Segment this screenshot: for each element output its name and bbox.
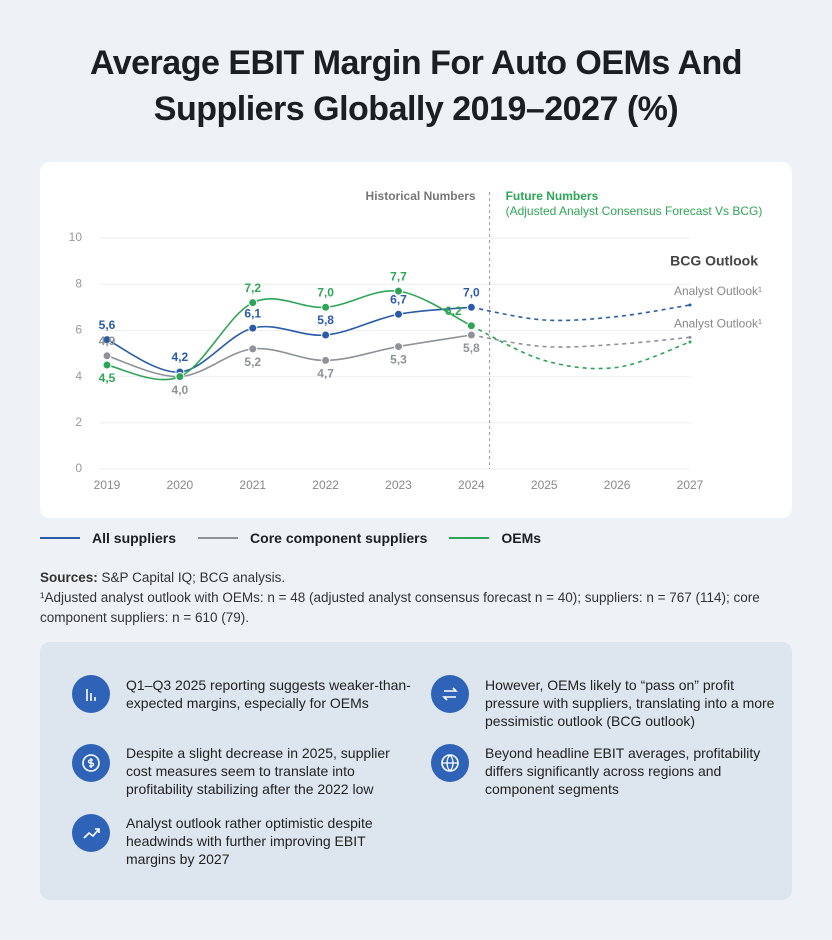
value-label: 5,2 [244,355,261,369]
legend-item: Core component suppliers [198,530,427,546]
legend-label: OEMs [501,530,542,546]
legend-swatch [40,537,80,539]
insight: Analyst outlook rather optimistic despit… [126,815,373,867]
footnote: ¹Adjusted analyst outlook with OEMs: n =… [40,590,760,625]
x-tick-label: 2019 [94,478,121,492]
icon [72,744,110,782]
y-tick-label: 6 [75,323,82,337]
icon [72,814,110,852]
outlook-label: Analyst Outlook¹ [674,284,762,298]
point [321,355,331,365]
value-label: 6,1 [244,306,261,320]
forecast-line [471,304,691,322]
y-tick-label: 4 [75,369,82,383]
value-label: 6,7 [390,292,407,306]
sources: Sources: S&P Capital IQ; BCG analysis. ¹… [40,568,800,628]
x-tick-label: 2022 [312,478,339,492]
chart-card: 0 2 4 6 8 10 2019 2020 2021 2022 2023 2024 2025 2026 2… [40,162,792,518]
y-tick-label: 2 [75,415,82,429]
point [102,351,112,361]
title: Average EBIT Margin For Auto OEMs And Su… [89,44,743,128]
point [466,321,476,331]
insight: However, OEMs likely to “pass on” profit… [485,677,775,729]
forecast-line [471,325,691,370]
end-point [688,335,692,339]
value-label: 6,2 [445,304,462,318]
x-tick-label: 2027 [677,478,704,492]
end-point [688,340,692,344]
insight: Q1–Q3 2025 reporting suggests weaker-tha… [126,677,411,711]
legend: All suppliers Core component suppliers OEM… [40,530,541,546]
point [248,298,258,308]
series-line [106,290,472,381]
point [394,286,403,296]
chart: 0 2 4 6 8 10 2019 2020 2021 2022 2023 2024 2025 2026 2… [69,189,763,492]
point [102,335,112,345]
series-line [106,334,472,378]
point [321,330,331,340]
forecast-line [471,334,691,348]
point [175,372,185,382]
point [466,302,476,312]
y-tick-label: 10 [69,230,83,244]
value-label: 4,9 [99,334,116,348]
outlook-label: Analyst Outlook¹ [674,317,762,331]
x-tick-label: 2020 [167,478,194,492]
value-label: 7,0 [463,285,480,299]
x-tick-label: 2026 [604,478,631,492]
value-label: 7,0 [317,285,334,299]
icon [72,675,110,713]
value-label: 4,5 [99,371,116,385]
legend-swatch [198,537,239,539]
value-label: 4,0 [172,383,189,397]
series-line [106,306,472,373]
icon [431,675,469,713]
insight: Beyond headline EBIT averages, profitabi… [485,745,761,797]
x-tick-label: 2025 [531,478,558,492]
point [466,330,476,340]
historical-label: Historical Numbers [366,189,476,203]
y-tick-label: 0 [75,461,82,475]
x-tick-label: 2024 [458,478,485,492]
point [248,344,258,354]
legend-swatch [449,537,490,539]
legend-item: All suppliers [40,530,176,546]
insight: Despite a slight decrease in 2025, suppl… [126,745,390,797]
value-label: 7,2 [244,281,261,295]
point [248,323,258,333]
insights-panel: Q1–Q3 2025 reporting suggests weaker-tha… [40,642,792,900]
point [394,309,403,319]
future-sublabel: (Adjusted Analyst Consensus Forecast Vs … [506,204,763,218]
end-point [688,303,692,307]
value-label: 5,3 [390,353,407,367]
value-label: 4,7 [317,367,334,381]
legend-label: Core component suppliers [250,530,428,546]
value-label: 5,6 [99,318,116,332]
y-tick-label: 8 [75,276,82,290]
value-label: 5,8 [317,313,334,327]
icon [431,744,469,782]
sources-text: S&P Capital IQ; BCG analysis. [101,570,286,585]
sources-label: Sources: [40,570,98,585]
future-label: Future Numbers [506,189,599,203]
value-label: 4,2 [172,350,189,364]
x-tick-label: 2021 [239,478,266,492]
x-tick-label: 2023 [385,478,412,492]
value-label: 5,8 [463,341,480,355]
point [102,360,112,370]
legend-item: OEMs [449,530,541,546]
value-label: 7,7 [390,269,407,283]
legend-label: All suppliers [92,530,177,546]
point [321,302,331,312]
bcg-label: BCG Outlook [670,253,758,269]
point [394,342,403,352]
